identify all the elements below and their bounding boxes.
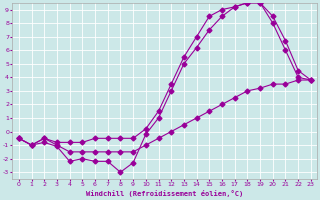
X-axis label: Windchill (Refroidissement éolien,°C): Windchill (Refroidissement éolien,°C) (86, 190, 244, 197)
